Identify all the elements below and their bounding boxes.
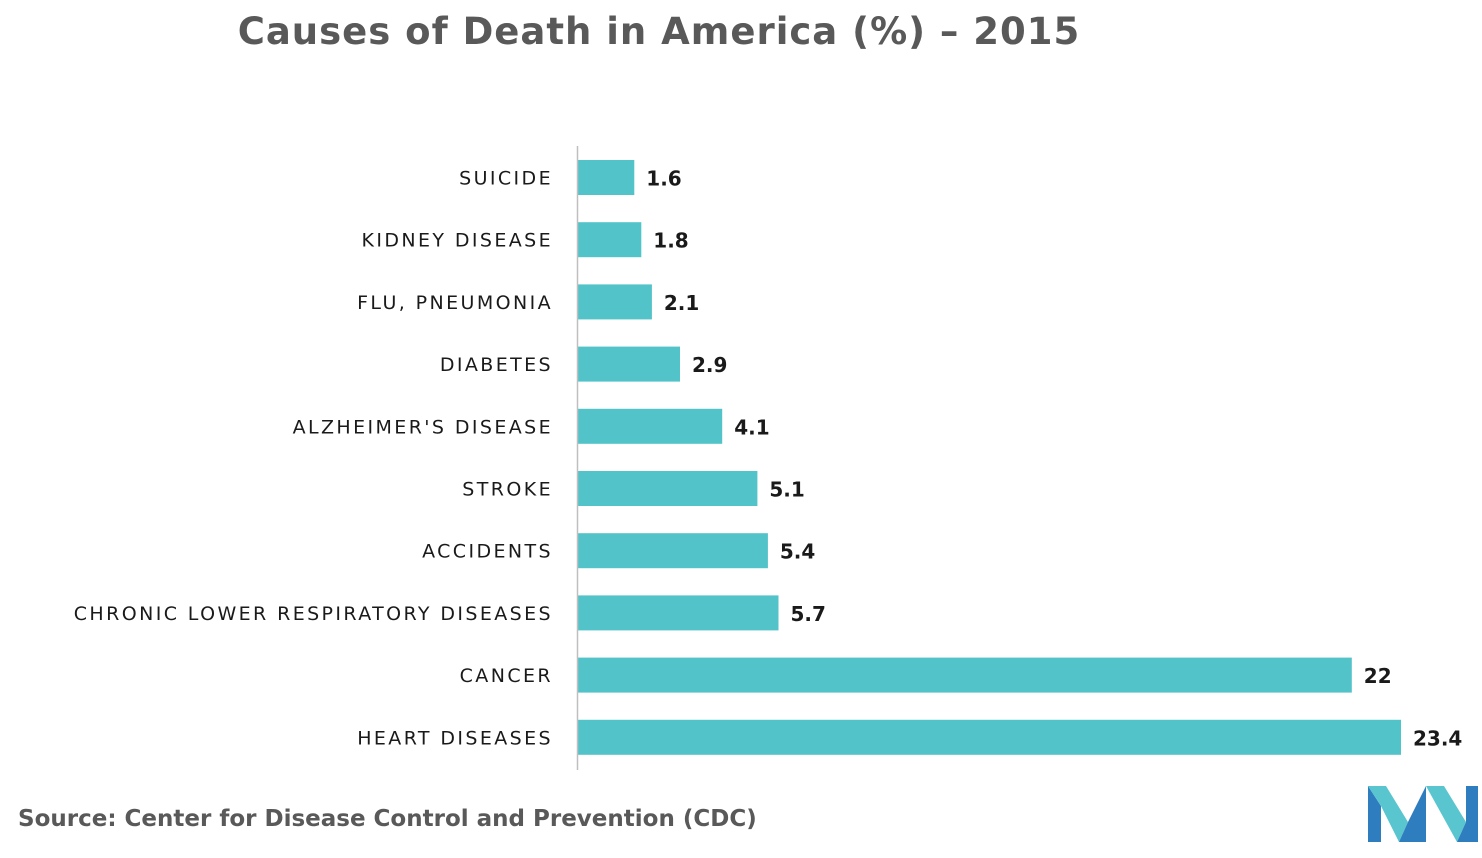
bar-cancer: [578, 657, 1352, 693]
category-label-stroke: STROKE: [462, 479, 553, 501]
source-note: Source: Center for Disease Control and P…: [18, 806, 757, 832]
logo-left-leg: [1368, 786, 1381, 842]
chart-title: Causes of Death in America (%) – 2015: [237, 10, 1081, 53]
brand-logo-icon: [1368, 786, 1478, 842]
category-label-diabetes: DIABETES: [440, 354, 553, 376]
value-label-chronic-lower-respiratory-diseases: 5.7: [791, 602, 826, 626]
bar-alzheimer-s-disease: [578, 408, 723, 444]
bars-layer: [578, 160, 1401, 755]
category-label-cancer: CANCER: [460, 665, 553, 687]
value-label-stroke: 5.1: [769, 478, 804, 502]
value-label-accidents: 5.4: [780, 540, 815, 564]
value-label-flu-pneumonia: 2.1: [664, 291, 699, 315]
bar-diabetes: [578, 346, 680, 382]
value-label-suicide: 1.6: [646, 167, 681, 191]
value-label-diabetes: 2.9: [692, 353, 727, 377]
logo-left-diagonal: [1368, 786, 1408, 842]
logo-right-leg: [1457, 786, 1478, 842]
bar-kidney-disease: [578, 222, 642, 258]
category-label-flu-pneumonia: FLU, PNEUMONIA: [357, 292, 553, 314]
logo-center-peak: [1399, 786, 1426, 842]
logo-right-diagonal: [1426, 786, 1466, 842]
category-label-accidents: ACCIDENTS: [422, 541, 553, 563]
value-label-heart-diseases: 23.4: [1413, 726, 1462, 750]
bar-heart-diseases: [578, 719, 1401, 755]
value-label-alzheimer-s-disease: 4.1: [734, 415, 769, 439]
bar-accidents: [578, 533, 768, 569]
category-label-alzheimer-s-disease: ALZHEIMER'S DISEASE: [293, 416, 553, 438]
bar-suicide: [578, 160, 635, 195]
bar-chart: SUICIDE 1.6 KIDNEY DISEASE 1.8 FLU, PNEUMONI…: [74, 146, 1463, 770]
category-label-chronic-lower-respiratory-diseases: CHRONIC LOWER RESPIRATORY DISEASES: [74, 603, 553, 625]
value-label-kidney-disease: 1.8: [653, 229, 688, 253]
value-label-cancer: 22: [1364, 664, 1392, 688]
bar-flu-pneumonia: [578, 284, 652, 320]
category-label-suicide: SUICIDE: [459, 168, 553, 190]
labels-layer: SUICIDE 1.6 KIDNEY DISEASE 1.8 FLU, PNEUMONI…: [74, 167, 1463, 751]
category-label-heart-diseases: HEART DISEASES: [357, 727, 553, 749]
bar-stroke: [578, 471, 758, 506]
bar-chronic-lower-respiratory-diseases: [578, 595, 779, 631]
category-label-kidney-disease: KIDNEY DISEASE: [361, 230, 553, 252]
